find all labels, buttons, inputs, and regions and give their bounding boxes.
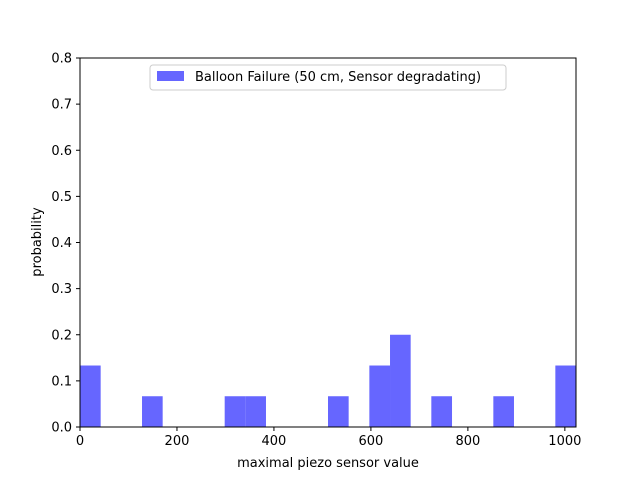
legend-entry: Balloon Failure (50 cm, Sensor degradati…	[195, 70, 481, 85]
legend-swatch	[157, 71, 184, 81]
y-tick-label: 0.1	[51, 374, 72, 389]
plot-area	[80, 58, 576, 427]
y-tick-label: 0.3	[51, 282, 72, 297]
x-axis-ticks: 0 200 400 600 800 1000	[76, 427, 581, 449]
y-tick-label: 0.7	[51, 98, 72, 113]
x-tick-label: 0	[76, 434, 84, 449]
histogram-bar-9	[555, 365, 576, 427]
histogram-bar-5	[369, 365, 391, 427]
x-tick-label: 1000	[548, 434, 581, 449]
bars-group	[80, 334, 576, 427]
legend-box	[149, 64, 507, 91]
y-tick-label: 0.2	[51, 328, 72, 343]
x-tick-label: 600	[358, 434, 383, 449]
y-tick-label: 0.4	[51, 236, 72, 251]
x-axis-label: maximal piezo sensor value	[237, 456, 419, 471]
x-tick-label: 800	[455, 434, 480, 449]
histogram-bar-8	[493, 396, 514, 427]
histogram-bar-3	[245, 396, 266, 427]
histogram-bar-6	[390, 334, 411, 427]
histogram-bar-4	[328, 396, 349, 427]
y-axis-label: probability	[30, 207, 45, 277]
legend: Balloon Failure (50 cm, Sensor degradati…	[149, 64, 507, 91]
x-tick-label: 200	[165, 434, 190, 449]
y-tick-label: 0.8	[51, 52, 72, 67]
histogram-bar-7	[431, 396, 453, 427]
histogram-bar-0	[80, 365, 101, 427]
x-tick-label: 400	[262, 434, 287, 449]
histogram-bar-1	[142, 396, 163, 427]
y-axis-ticks: 0.0 0.1 0.2 0.3 0.4 0.5 0.6 0.7 0.8	[51, 52, 80, 436]
histogram-bar-2	[224, 396, 246, 427]
y-tick-label: 0.6	[51, 144, 72, 159]
y-tick-label: 0.0	[51, 421, 72, 436]
y-tick-label: 0.5	[51, 190, 72, 205]
